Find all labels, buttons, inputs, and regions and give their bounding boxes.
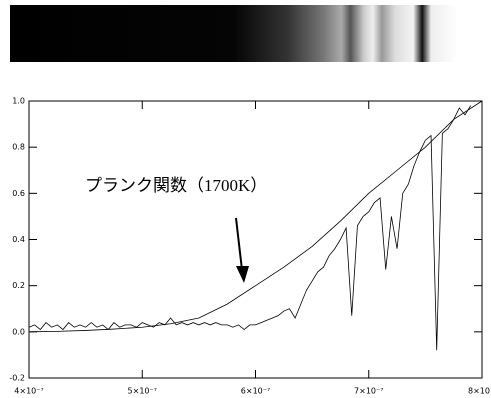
arrow-head xyxy=(236,266,249,283)
x-tick-label: 5×10⁻⁷ xyxy=(128,387,157,396)
chart: プランク関数（1700K） -0.2 0.0 0.2 0.4 0.6 0.8 1.0 4×10… xyxy=(0,0,491,398)
annotation-arrow xyxy=(236,218,242,270)
spectrum-image xyxy=(10,5,458,62)
plot-frame xyxy=(29,101,482,378)
y-tick-label: 0.0 xyxy=(12,327,25,336)
y-tick-label: -0.2 xyxy=(9,374,25,383)
y-tick-label: 0.4 xyxy=(12,235,25,244)
y-tick-label: 0.2 xyxy=(12,281,25,290)
data-line xyxy=(29,101,482,332)
x-tick-label: 7×10⁻⁷ xyxy=(354,387,383,396)
x-tick-label: 8×10 xyxy=(468,387,490,396)
x-tick-label: 6×10⁻⁷ xyxy=(241,387,270,396)
x-tick-label: 4×10⁻⁷ xyxy=(14,387,43,396)
annotation: プランク関数（1700K） xyxy=(85,176,267,195)
y-tick-label: 1.0 xyxy=(12,97,25,106)
y-tick-label: 0.8 xyxy=(12,143,25,152)
data-line xyxy=(29,106,471,351)
y-tick-label: 0.6 xyxy=(12,189,25,198)
